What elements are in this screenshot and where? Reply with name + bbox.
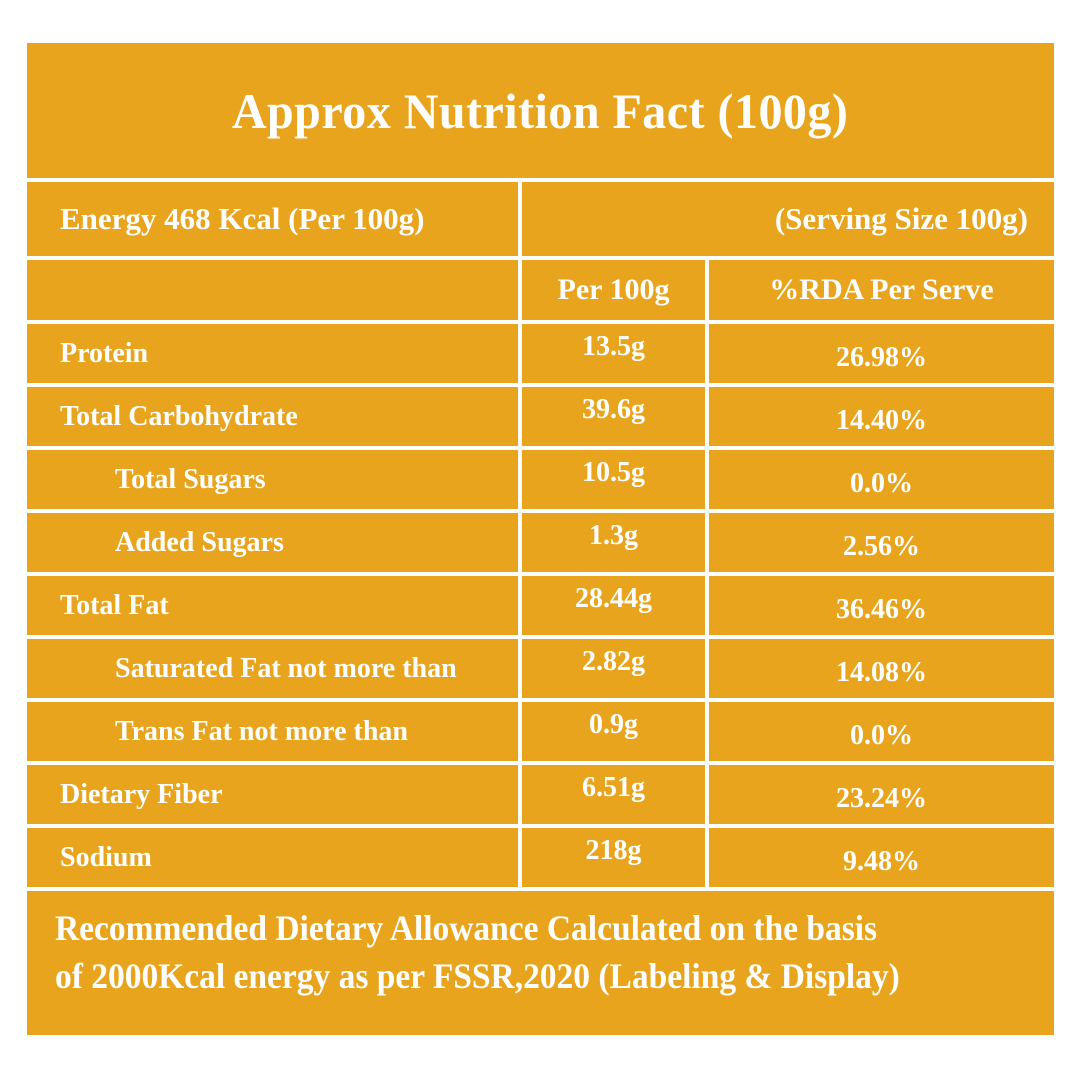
nutrient-qty: 2.82g bbox=[582, 645, 645, 677]
row-rda-trans-fat: 0.0% bbox=[709, 702, 1054, 761]
row-label-total-sugars: Total Sugars bbox=[27, 450, 518, 509]
nutrient-rda: 9.48% bbox=[843, 845, 920, 877]
nutrient-rda: 2.56% bbox=[843, 530, 920, 562]
nutrient-name: Added Sugars bbox=[115, 526, 284, 558]
serving-size-cell: (Serving Size 100g) bbox=[522, 182, 1054, 256]
row-qty-total-sugars: 10.5g bbox=[522, 450, 705, 509]
row-qty-sodium: 218g bbox=[522, 828, 705, 887]
row-label-protein: Protein bbox=[27, 324, 518, 383]
row-label-dietary-fiber: Dietary Fiber bbox=[27, 765, 518, 824]
nutrient-rda: 23.24% bbox=[836, 782, 927, 814]
row-label-total-fat: Total Fat bbox=[27, 576, 518, 635]
nutrient-qty: 1.3g bbox=[589, 519, 638, 551]
nutrient-rda: 0.0% bbox=[850, 467, 913, 499]
row-qty-total-fat: 28.44g bbox=[522, 576, 705, 635]
row-qty-total-carbohydrate: 39.6g bbox=[522, 387, 705, 446]
nutrient-qty: 218g bbox=[585, 834, 642, 866]
nutrient-rda: 36.46% bbox=[836, 593, 927, 625]
nutrient-name: Total Sugars bbox=[115, 463, 266, 495]
row-rda-saturated-fat: 14.08% bbox=[709, 639, 1054, 698]
nutrient-name: Total Fat bbox=[60, 589, 169, 621]
nutrient-name: Protein bbox=[60, 337, 149, 369]
rda-header-text: %RDA Per Serve bbox=[769, 273, 994, 306]
nutrient-qty: 10.5g bbox=[582, 456, 645, 488]
per100-header-text: Per 100g bbox=[557, 273, 670, 306]
row-qty-dietary-fiber: 6.51g bbox=[522, 765, 705, 824]
row-label-total-carbohydrate: Total Carbohydrate bbox=[27, 387, 518, 446]
row-qty-added-sugars: 1.3g bbox=[522, 513, 705, 572]
nutrient-name: Dietary Fiber bbox=[60, 778, 223, 810]
row-label-saturated-fat: Saturated Fat not more than bbox=[27, 639, 518, 698]
nutrient-qty: 6.51g bbox=[582, 771, 645, 803]
nutrient-rda: 26.98% bbox=[836, 341, 927, 373]
column-header-rda: %RDA Per Serve bbox=[709, 260, 1054, 320]
serving-size-text: (Serving Size 100g) bbox=[774, 201, 1028, 236]
row-rda-total-carbohydrate: 14.40% bbox=[709, 387, 1054, 446]
nutrient-qty: 13.5g bbox=[582, 330, 645, 362]
rda-note-line2: of 2000Kcal energy as per FSSR,2020 (Lab… bbox=[55, 955, 900, 996]
row-label-sodium: Sodium bbox=[27, 828, 518, 887]
nutrient-name: Sodium bbox=[60, 841, 152, 873]
energy-cell: Energy 468 Kcal (Per 100g) bbox=[27, 182, 518, 256]
nutrient-rda: 14.40% bbox=[836, 404, 927, 436]
column-header-per100: Per 100g bbox=[522, 260, 705, 320]
row-rda-protein: 26.98% bbox=[709, 324, 1054, 383]
nutrient-qty: 39.6g bbox=[582, 393, 645, 425]
nutrition-facts-table: Approx Nutrition Fact (100g) Energy 468 … bbox=[27, 43, 1054, 1035]
rda-note-cell: Recommended Dietary Allowance Calculated… bbox=[27, 891, 1054, 1035]
nutrient-qty: 28.44g bbox=[575, 582, 652, 614]
nutrient-name: Total Carbohydrate bbox=[60, 400, 298, 432]
row-qty-protein: 13.5g bbox=[522, 324, 705, 383]
rda-note-line1: Recommended Dietary Allowance Calculated… bbox=[55, 908, 878, 948]
row-rda-dietary-fiber: 23.24% bbox=[709, 765, 1054, 824]
row-rda-sodium: 9.48% bbox=[709, 828, 1054, 887]
nutrient-rda: 0.0% bbox=[850, 719, 913, 751]
row-rda-total-sugars: 0.0% bbox=[709, 450, 1054, 509]
nutrient-name: Trans Fat not more than bbox=[115, 715, 408, 747]
table-title-cell: Approx Nutrition Fact (100g) bbox=[27, 43, 1054, 178]
row-qty-saturated-fat: 2.82g bbox=[522, 639, 705, 698]
row-rda-total-fat: 36.46% bbox=[709, 576, 1054, 635]
row-label-added-sugars: Added Sugars bbox=[27, 513, 518, 572]
nutrient-rda: 14.08% bbox=[836, 656, 927, 688]
row-label-trans-fat: Trans Fat not more than bbox=[27, 702, 518, 761]
page-title: Approx Nutrition Fact (100g) bbox=[232, 82, 849, 139]
header-empty-cell bbox=[27, 260, 518, 320]
nutrient-qty: 0.9g bbox=[589, 708, 638, 740]
nutrient-name: Saturated Fat not more than bbox=[115, 652, 457, 684]
row-rda-added-sugars: 2.56% bbox=[709, 513, 1054, 572]
rda-note-text: Recommended Dietary Allowance Calculated… bbox=[55, 905, 900, 1000]
energy-text: Energy 468 Kcal (Per 100g) bbox=[60, 201, 425, 236]
row-qty-trans-fat: 0.9g bbox=[522, 702, 705, 761]
